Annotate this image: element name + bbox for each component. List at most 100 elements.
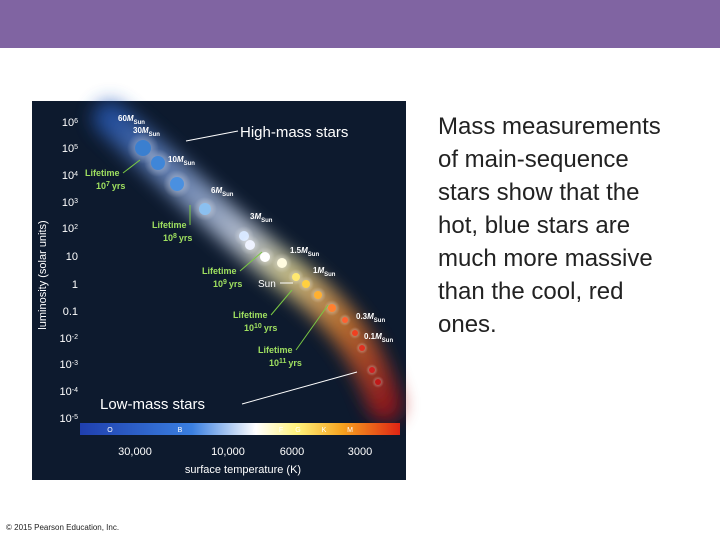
mass-subscript: Sun bbox=[184, 161, 196, 167]
y-tick-label: 102 bbox=[62, 223, 78, 235]
tick-base: 10 bbox=[62, 223, 74, 235]
star bbox=[199, 203, 211, 215]
lifetime-exponent: 10 bbox=[254, 323, 262, 330]
lifetime-label: Lifetime bbox=[233, 310, 268, 320]
tick-exponent: -3 bbox=[72, 360, 78, 367]
tick-base: 10 bbox=[62, 143, 74, 155]
tick-base: 10 bbox=[60, 386, 72, 398]
copyright: © 2015 Pearson Education, Inc. bbox=[6, 523, 119, 532]
mass-label: 30MSun bbox=[133, 126, 160, 138]
body-line: than the cool, red bbox=[438, 278, 623, 305]
x-tick-label: 6000 bbox=[280, 446, 304, 458]
mass-value: 60 bbox=[118, 114, 127, 123]
lifetime-value: 108 yrs bbox=[163, 233, 192, 244]
spectral-class: B bbox=[178, 427, 183, 434]
lifetime-label: Lifetime bbox=[85, 168, 120, 178]
mass-subscript: Sun bbox=[222, 192, 234, 198]
mass-label: 3MSun bbox=[250, 212, 273, 224]
tick-base: 1 bbox=[72, 279, 78, 291]
star bbox=[369, 367, 375, 373]
tick-base: 10 bbox=[66, 251, 78, 263]
lifetime-base: 10 bbox=[96, 181, 106, 191]
spectral-class: A bbox=[253, 427, 258, 434]
x-axis-label: surface temperature (K) bbox=[185, 464, 301, 476]
tick-exponent: 2 bbox=[74, 224, 78, 231]
x-tick-label: 3000 bbox=[348, 446, 372, 458]
lifetime-value: 107 yrs bbox=[96, 181, 125, 192]
star bbox=[245, 240, 255, 250]
star bbox=[135, 140, 151, 156]
mass-label: 60MSun bbox=[118, 114, 145, 126]
star bbox=[314, 291, 322, 299]
high-mass-label: High-mass stars bbox=[240, 124, 348, 141]
lifetime-exponent: 7 bbox=[106, 181, 110, 188]
star bbox=[170, 177, 184, 191]
tick-base: 10 bbox=[62, 170, 74, 182]
lifetime-unit: yrs bbox=[288, 358, 302, 368]
tick-exponent: 6 bbox=[74, 118, 78, 125]
lifetime-base: 10 bbox=[213, 279, 223, 289]
star bbox=[260, 252, 270, 262]
spectral-class: O bbox=[107, 427, 113, 434]
star bbox=[292, 273, 300, 281]
body-line: hot, blue stars are bbox=[438, 212, 630, 239]
tick-base: 10 bbox=[60, 333, 72, 345]
spectral-class: K bbox=[322, 427, 327, 434]
mass-symbol: M bbox=[375, 332, 382, 341]
y-tick-label: 10-3 bbox=[60, 359, 79, 371]
tick-exponent: -2 bbox=[72, 334, 78, 341]
lifetime-unit: yrs bbox=[229, 279, 243, 289]
mass-value: 30 bbox=[133, 126, 142, 135]
body-line: of main-sequence bbox=[438, 146, 629, 173]
figure-background bbox=[32, 101, 406, 480]
star bbox=[277, 258, 287, 268]
mass-label: 0.1MSun bbox=[364, 332, 393, 344]
tick-base: 10 bbox=[62, 117, 74, 129]
mass-value: 10 bbox=[168, 155, 177, 164]
spectral-class: F bbox=[279, 427, 283, 434]
lifetime-label: Lifetime bbox=[202, 266, 237, 276]
lifetime-base: 10 bbox=[269, 358, 279, 368]
sun-label: Sun bbox=[258, 279, 276, 290]
mass-value: 1.5 bbox=[290, 246, 302, 255]
mass-value: 0.1 bbox=[364, 332, 376, 341]
star bbox=[359, 345, 365, 351]
star bbox=[328, 304, 336, 312]
spectral-class: M bbox=[347, 427, 353, 434]
tick-exponent: -5 bbox=[72, 414, 78, 421]
y-tick-label: 103 bbox=[62, 197, 78, 209]
lifetime-pointer bbox=[295, 304, 329, 351]
mass-symbol: M bbox=[215, 186, 222, 195]
lifetime-label: Lifetime bbox=[258, 345, 293, 355]
y-tick-label: 0.1 bbox=[63, 306, 78, 318]
mass-value: 1 bbox=[313, 266, 318, 275]
tick-base: 10 bbox=[62, 197, 74, 209]
body-line: Mass measurements bbox=[438, 113, 661, 140]
y-tick-label: 10 bbox=[66, 251, 78, 263]
body-line: ones. bbox=[438, 311, 497, 338]
low-mass-pointer bbox=[241, 371, 358, 405]
mass-symbol: M bbox=[142, 126, 149, 135]
tick-base: 0.1 bbox=[63, 306, 78, 318]
mass-symbol: M bbox=[127, 114, 134, 123]
lifetime-pointer bbox=[122, 159, 141, 174]
mass-label: 6MSun bbox=[211, 186, 234, 198]
tick-exponent: 4 bbox=[74, 171, 78, 178]
lifetime-exponent: 9 bbox=[223, 279, 227, 286]
lifetime-label: Lifetime bbox=[152, 220, 187, 230]
star bbox=[302, 280, 310, 288]
mass-symbol: M bbox=[177, 155, 184, 164]
lifetime-value: 1010 yrs bbox=[244, 323, 277, 334]
y-tick-label: 10-4 bbox=[60, 386, 79, 398]
low-mass-label: Low-mass stars bbox=[100, 396, 205, 413]
star bbox=[375, 379, 381, 385]
lifetime-value: 1011 yrs bbox=[269, 358, 302, 369]
mass-symbol: M bbox=[367, 312, 374, 321]
mass-label: 0.3MSun bbox=[356, 312, 385, 324]
tick-exponent: -4 bbox=[72, 387, 78, 394]
lifetime-unit: yrs bbox=[179, 233, 193, 243]
mass-label: 1.5MSun bbox=[290, 246, 319, 258]
mass-subscript: Sun bbox=[374, 318, 386, 324]
y-tick-label: 105 bbox=[62, 143, 78, 155]
